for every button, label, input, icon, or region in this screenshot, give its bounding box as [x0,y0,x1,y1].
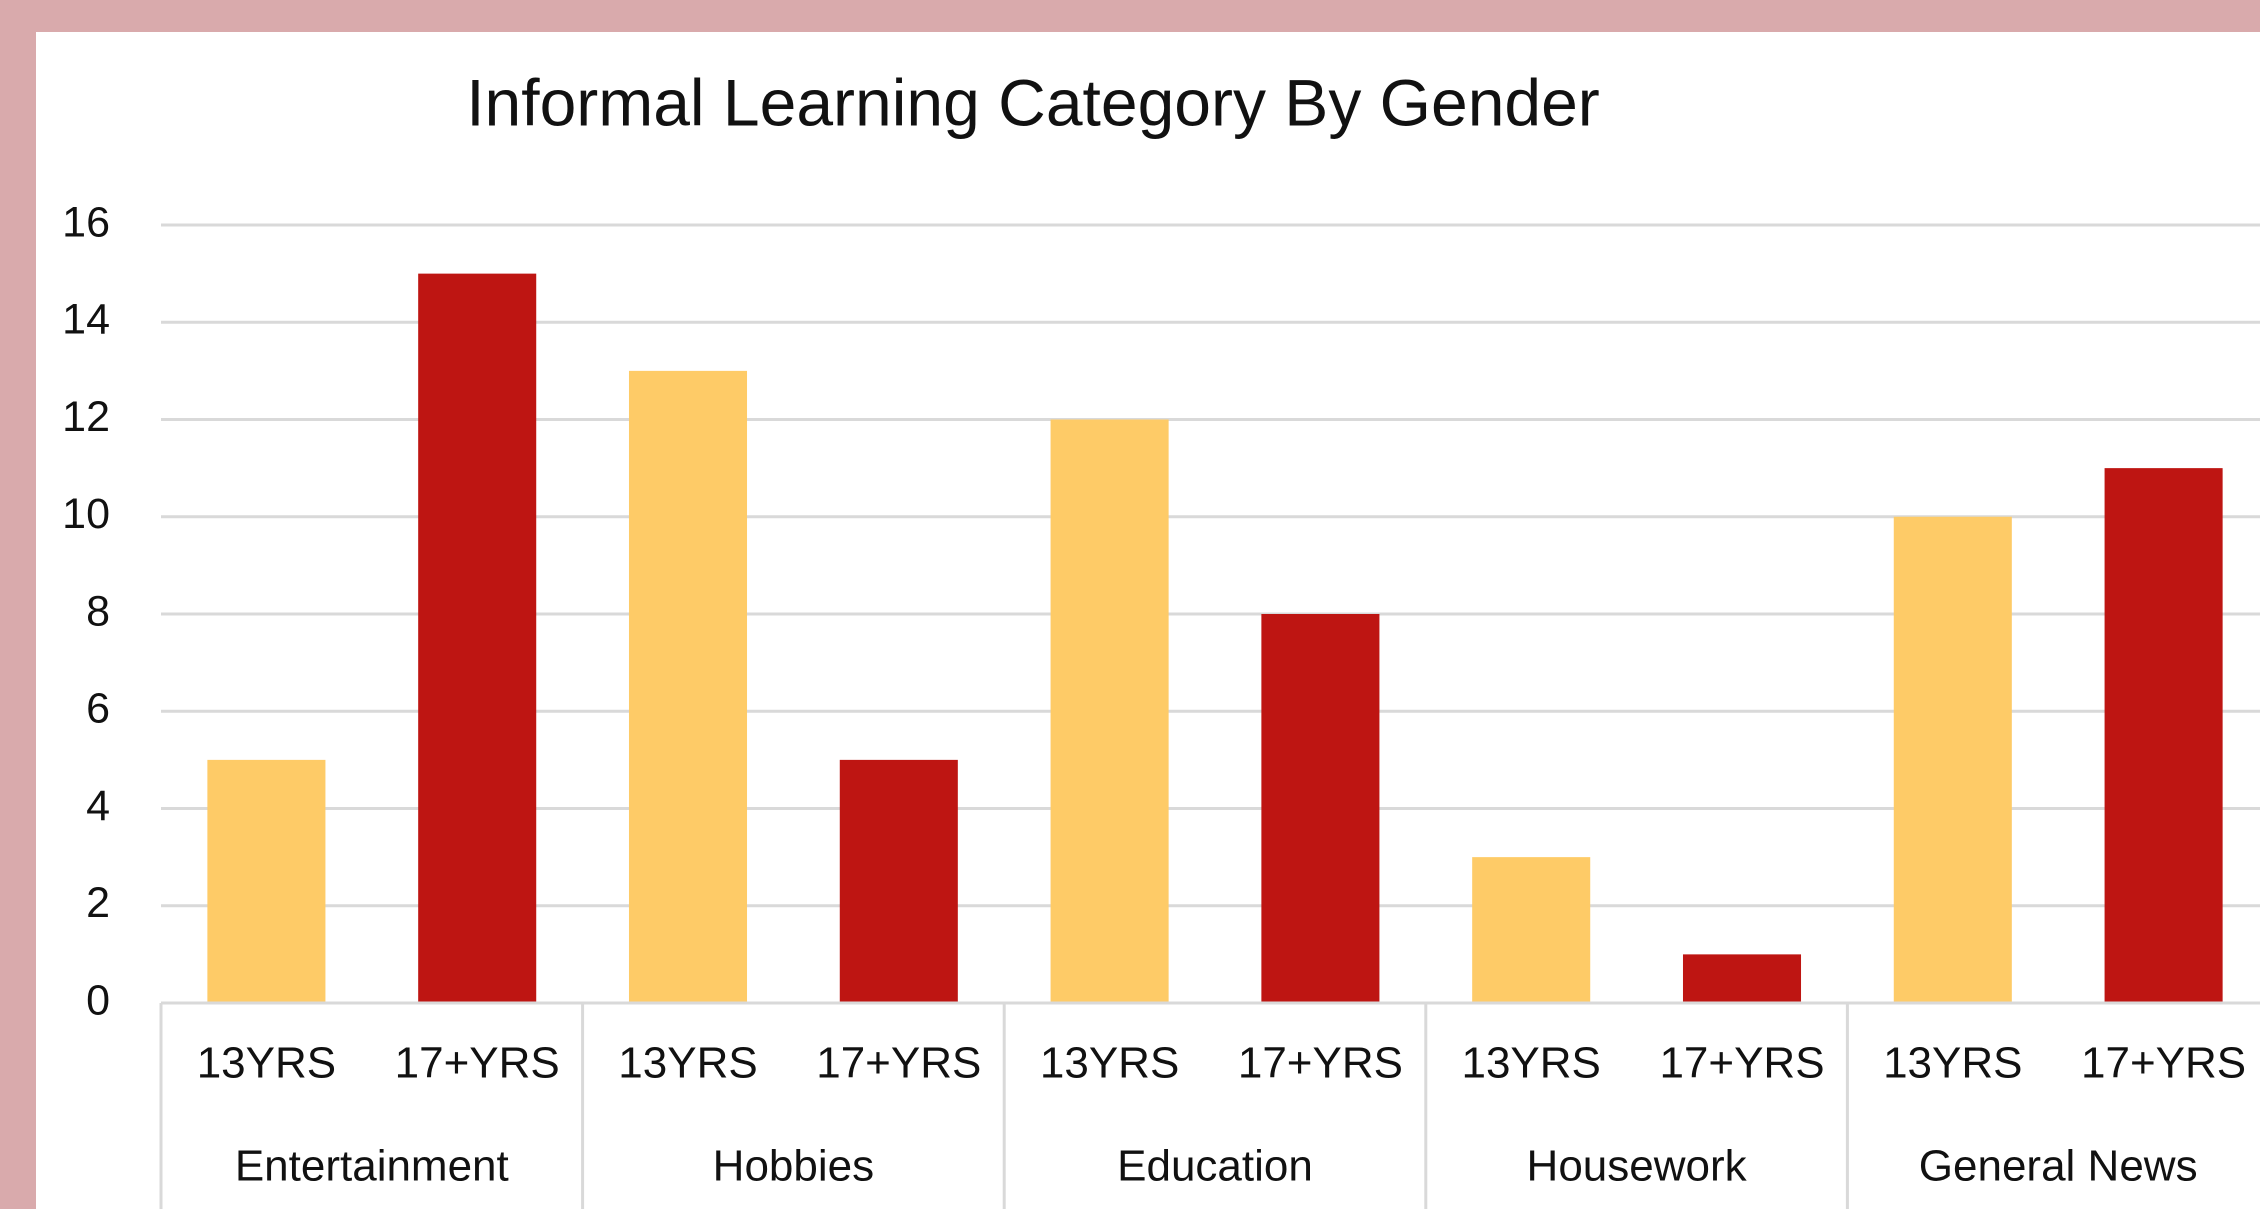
y-tick-label: 8 [86,587,110,635]
x-tick-label: 13YRS [197,1039,336,1088]
bar [418,273,537,1003]
bar [628,370,748,1003]
x-tick-label: 13YRS [1883,1039,2022,1088]
x-group-label: Education [1117,1142,1313,1191]
x-tick-label: 13YRS [1040,1039,1179,1088]
chart-title: Informal Learning Category By Gender [466,65,1600,139]
bar [839,759,958,1003]
y-tick-label: 0 [86,976,110,1024]
y-tick-label: 14 [62,296,110,344]
x-tick-label: 13YRS [618,1039,757,1088]
y-tick-label: 16 [62,198,110,246]
bar [1893,516,2012,1003]
x-tick-label: 13YRS [1461,1039,1600,1088]
y-tick-label: 4 [86,782,110,830]
y-tick-label: 10 [62,490,110,538]
x-group-label: General News [1919,1142,2198,1191]
bar [1050,419,1169,1003]
bar [1261,614,1380,1003]
x-tick-label: 17+YRS [395,1039,560,1088]
x-group-label: Housework [1527,1142,1748,1191]
y-tick-label: 2 [86,879,110,927]
bar [207,759,326,1003]
x-tick-label: 17+YRS [2081,1039,2246,1088]
x-tick-label: 17+YRS [1238,1039,1403,1088]
bar [1682,954,1802,1003]
y-tick-label: 12 [62,393,110,441]
x-group-label: Hobbies [713,1142,874,1191]
x-group-label: Entertainment [235,1142,509,1191]
bar [2104,468,2223,1003]
x-tick-label: 17+YRS [1659,1039,1824,1088]
y-tick-label: 6 [86,685,110,733]
x-tick-label: 17+YRS [816,1039,981,1088]
bar [1472,857,1591,1003]
